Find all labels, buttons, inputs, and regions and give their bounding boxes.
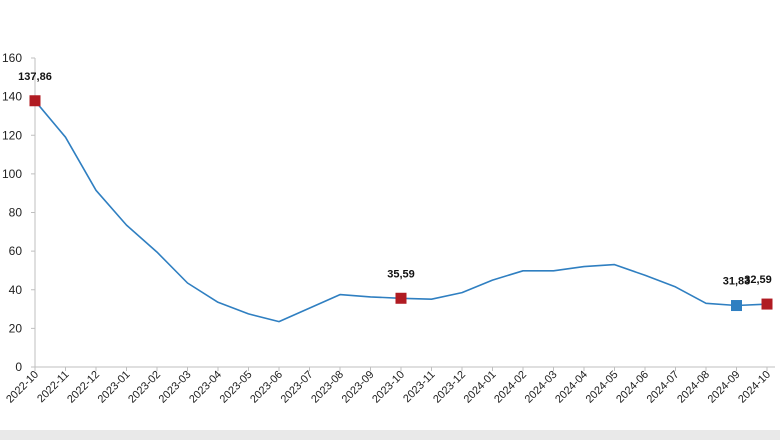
y-tick-label: 0 — [15, 360, 22, 374]
x-tick-label: 2024-01 — [462, 369, 499, 406]
x-tick-label: 2024-02 — [492, 369, 529, 406]
x-tick-label: 2023-08 — [309, 369, 346, 406]
data-label: 31,83 — [723, 276, 751, 288]
x-tick-label: 2023-10 — [370, 369, 407, 406]
x-tick-label: 2023-04 — [187, 369, 224, 406]
x-tick-label: 2024-05 — [584, 369, 621, 406]
y-axis: 0 20 40 60 80 100 120 140 160 — [2, 51, 36, 374]
x-tick-label: 2024-03 — [523, 369, 560, 406]
x-tick-label: 2024-08 — [675, 369, 712, 406]
series-line — [34, 100, 768, 323]
highlight-marker — [731, 300, 742, 312]
data-label: 35,59 — [387, 268, 415, 280]
x-tick-label: 2022-12 — [65, 369, 102, 406]
y-tick-label: 100 — [2, 167, 22, 181]
y-tick-label: 80 — [9, 206, 23, 220]
x-tick-label: 2024-10 — [736, 369, 773, 406]
x-axis: 2022-102022-112022-122023-012023-022023-… — [4, 366, 775, 406]
y-tick-label: 120 — [2, 128, 22, 142]
x-tick-label: 2023-02 — [126, 369, 163, 406]
x-tick-label: 2023-09 — [340, 369, 377, 406]
x-tick-label: 2023-01 — [96, 369, 133, 406]
y-tick-label: 40 — [9, 283, 23, 297]
y-tick-label: 60 — [9, 244, 23, 258]
y-tick-label: 140 — [2, 90, 22, 104]
x-tick-label: 2023-06 — [248, 369, 285, 406]
x-tick-label: 2023-12 — [431, 369, 468, 406]
data-label: 137,86 — [18, 71, 52, 83]
x-tick-label: 2024-06 — [614, 369, 651, 406]
data-label: 32,59 — [744, 274, 772, 286]
x-tick-label: 2024-04 — [553, 369, 590, 406]
y-tick-label: 20 — [9, 321, 23, 335]
x-tick-label: 2023-03 — [157, 369, 194, 406]
y-tick-label: 160 — [2, 51, 22, 65]
highlight-marker — [761, 298, 773, 310]
x-tick-label: 2022-10 — [4, 369, 41, 406]
x-tick-label: 2023-05 — [218, 369, 255, 406]
highlight-marker — [29, 95, 41, 107]
series-line-group — [34, 100, 768, 323]
highlight-marker — [395, 292, 407, 304]
x-tick-label: 2024-07 — [645, 369, 682, 406]
x-tick-label: 2024-09 — [706, 369, 743, 406]
bottom-band — [0, 430, 780, 440]
x-tick-label: 2023-07 — [279, 369, 316, 406]
